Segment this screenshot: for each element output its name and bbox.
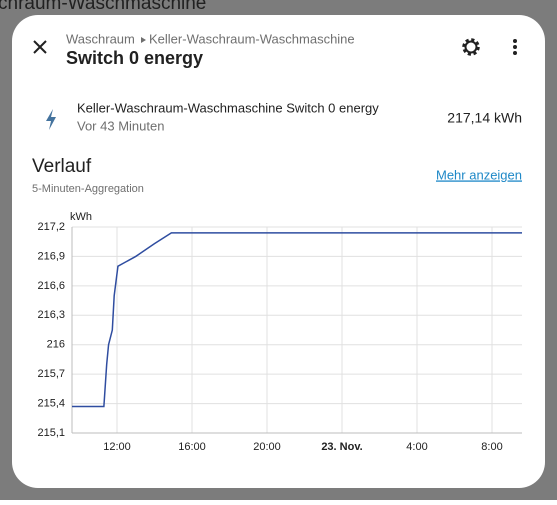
x-tick-label: 23. Nov. (321, 441, 362, 453)
x-tick-label: 20:00 (253, 441, 281, 453)
series-line (72, 232, 522, 408)
close-button[interactable] (33, 40, 47, 54)
entity-name: Keller-Waschraum-Waschmaschine Switch 0 … (77, 100, 379, 115)
more-link[interactable]: Mehr anzeigen (436, 167, 522, 182)
breadcrumb-device[interactable]: Keller-Waschraum-Waschmaschine (149, 31, 355, 46)
settings-button[interactable] (462, 38, 480, 56)
y-tick-label: 216,9 (37, 250, 65, 262)
x-tick-label: 16:00 (178, 441, 206, 453)
x-tick-label: 8:00 (481, 441, 502, 453)
y-tick-label: 216,3 (37, 309, 65, 321)
y-tick-label: 215,1 (37, 427, 65, 439)
dialog-title: Switch 0 energy (66, 48, 203, 68)
entity-time: Vor 43 Minuten (77, 118, 164, 133)
y-axis-label: kWh (70, 211, 92, 223)
y-tick-label: 217,2 (37, 221, 65, 233)
menu-button[interactable] (513, 39, 517, 55)
y-tick-label: 215,4 (37, 397, 65, 409)
breadcrumb-area[interactable]: Waschraum (66, 31, 135, 46)
entity-state: 217,14 kWh (447, 110, 522, 126)
x-tick-label: 12:00 (103, 441, 131, 453)
history-subtitle: 5-Minuten-Aggregation (32, 183, 144, 195)
y-tick-label: 216 (47, 339, 65, 351)
dialog (12, 15, 545, 488)
y-tick-label: 216,6 (37, 280, 65, 292)
history-title: Verlauf (32, 156, 92, 177)
breadcrumb-separator (141, 37, 146, 43)
background-title: chraum-Waschmaschine (0, 0, 206, 14)
entity-icon (46, 109, 56, 130)
y-tick-label: 215,7 (37, 368, 65, 380)
x-tick-label: 4:00 (406, 441, 427, 453)
